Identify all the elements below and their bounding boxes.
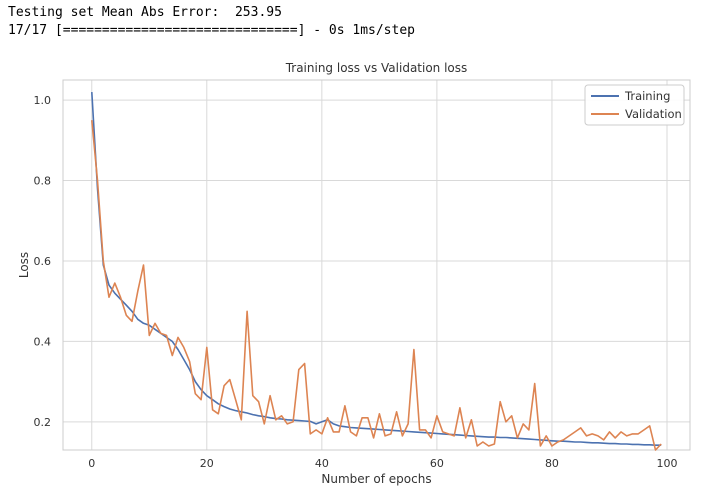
legend-label-validation: Validation [625,107,682,121]
x-tick-label: 80 [545,457,559,470]
console-output: Testing set Mean Abs Error: 253.95 17/17 … [8,4,415,40]
y-tick-label: 0.6 [34,255,52,268]
console-progress-line: 17/17 [==============================] -… [8,23,415,38]
legend-label-training: Training [624,89,670,103]
chart-title: Training loss vs Validation loss [285,61,468,75]
y-axis-label: Loss [17,252,31,278]
chart-ticks: 0 20 40 60 80 100 0.2 0.4 0.6 0.8 1.0 [34,94,678,470]
console-mae-line: Testing set Mean Abs Error: 253.95 [8,5,282,20]
x-tick-label: 20 [200,457,214,470]
y-tick-label: 0.4 [34,335,52,348]
x-tick-label: 0 [88,457,95,470]
chart-series [91,92,662,451]
y-tick-label: 0.2 [34,416,52,429]
y-tick-label: 1.0 [34,94,52,107]
chart-legend: Training Validation [584,84,685,126]
series-line-validation [91,120,662,451]
plot-frame [62,79,691,451]
series-line-training [91,92,662,447]
x-tick-label: 60 [430,457,444,470]
x-axis-label: Number of epochs [321,472,431,486]
x-tick-label: 100 [656,457,677,470]
y-tick-label: 0.8 [34,175,52,188]
x-tick-label: 40 [315,457,329,470]
chart-grid [63,80,690,450]
